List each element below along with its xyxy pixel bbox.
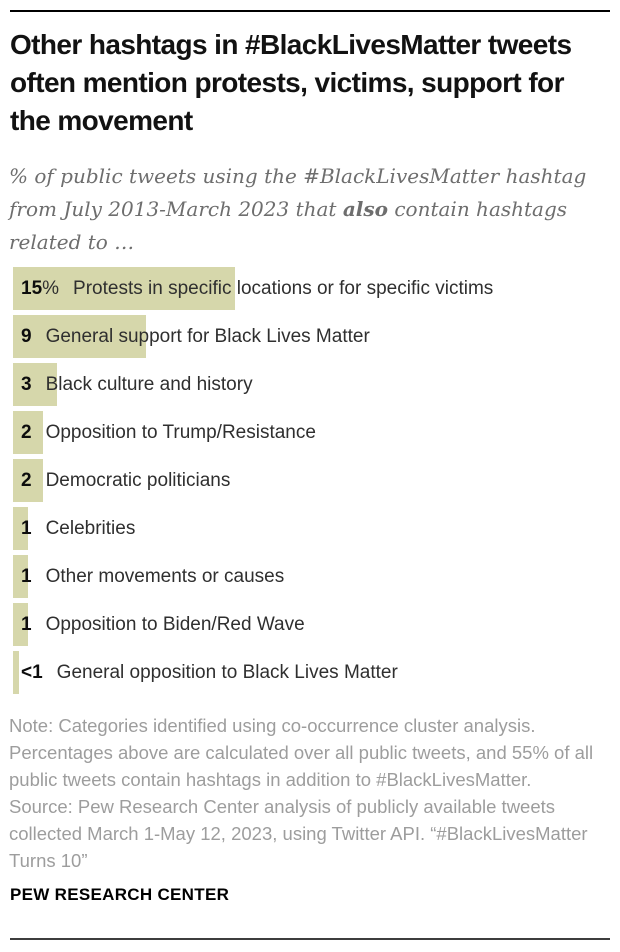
bar-category: Protests in specific locations or for sp… bbox=[73, 277, 494, 299]
bar-value-suffix: % bbox=[42, 277, 60, 299]
bar bbox=[13, 555, 28, 598]
bar-category: Black culture and history bbox=[45, 373, 253, 395]
bar-value-wrap: <1 bbox=[21, 662, 43, 684]
bar-value: 2 bbox=[21, 421, 32, 443]
bar-row: 1 Other movements or causes bbox=[13, 555, 607, 598]
bar-category: Celebrities bbox=[45, 517, 136, 539]
bar-value: <1 bbox=[21, 661, 43, 683]
top-rule bbox=[10, 10, 610, 12]
bar-row-label: <1 General opposition to Black Lives Mat… bbox=[13, 651, 607, 694]
bar-value: 9 bbox=[21, 325, 32, 347]
bar bbox=[13, 267, 235, 310]
bar-value-wrap: 1 bbox=[21, 566, 32, 588]
bar bbox=[13, 651, 19, 694]
bar-value-wrap: 1 bbox=[21, 614, 32, 636]
bar-row: 3 Black culture and history bbox=[13, 363, 607, 406]
chart-subtitle: % of public tweets using the #BlackLives… bbox=[9, 160, 587, 259]
bar-value-wrap: 9 bbox=[21, 326, 32, 348]
bar-category: General opposition to Black Lives Matter bbox=[56, 661, 398, 683]
bar-row: 9 General support for Black Lives Matter bbox=[13, 315, 607, 358]
bar-category: Democratic politicians bbox=[45, 469, 231, 491]
bar-value: 1 bbox=[21, 565, 32, 587]
bar-category: Opposition to Trump/Resistance bbox=[45, 421, 316, 443]
bar-value: 1 bbox=[21, 517, 32, 539]
subtitle-suffix: contain hashtags related to … bbox=[9, 197, 568, 254]
chart-title: Other hashtags in #BlackLivesMatter twee… bbox=[10, 29, 572, 136]
bar-value-wrap: 3 bbox=[21, 374, 32, 396]
bar-row-label: 2 Democratic politicians bbox=[13, 459, 607, 502]
bar-category: Opposition to Biden/Red Wave bbox=[45, 613, 305, 635]
bar-row-label: 15% Protests in specific locations or fo… bbox=[13, 267, 607, 310]
bar-row: <1 General opposition to Black Lives Mat… bbox=[13, 651, 607, 694]
bar-chart: 15% Protests in specific locations or fo… bbox=[13, 267, 607, 699]
bar-row: 1 Celebrities bbox=[13, 507, 607, 550]
bar-value-wrap: 15% bbox=[21, 278, 59, 300]
subtitle-bold-word: also bbox=[342, 197, 388, 221]
bar-row-label: 1 Opposition to Biden/Red Wave bbox=[13, 603, 607, 646]
subtitle-prefix: % of public tweets using the #BlackLives… bbox=[9, 164, 587, 221]
bar-value: 2 bbox=[21, 469, 32, 491]
bar-row-label: 1 Celebrities bbox=[13, 507, 607, 550]
bar-row: 2 Democratic politicians bbox=[13, 459, 607, 502]
bar-value: 15 bbox=[21, 277, 43, 299]
bar bbox=[13, 459, 43, 502]
bar-value: 1 bbox=[21, 613, 32, 635]
bar-row-label: 9 General support for Black Lives Matter bbox=[13, 315, 607, 358]
bottom-rule bbox=[10, 938, 610, 940]
bar-row-label: 3 Black culture and history bbox=[13, 363, 607, 406]
bar-category: Other movements or causes bbox=[45, 565, 285, 587]
bar-value-wrap: 2 bbox=[21, 422, 32, 444]
bar-row: 15% Protests in specific locations or fo… bbox=[13, 267, 607, 310]
bar bbox=[13, 315, 146, 358]
bar-value: 3 bbox=[21, 373, 32, 395]
bar bbox=[13, 507, 28, 550]
bar-row: 2 Opposition to Trump/Resistance bbox=[13, 411, 607, 454]
bar-row: 1 Opposition to Biden/Red Wave bbox=[13, 603, 607, 646]
source-text: Source: Pew Research Center analysis of … bbox=[9, 796, 588, 871]
bar-row-label: 2 Opposition to Trump/Resistance bbox=[13, 411, 607, 454]
bar-value-wrap: 1 bbox=[21, 518, 32, 540]
bar bbox=[13, 411, 43, 454]
bar bbox=[13, 363, 57, 406]
bar-row-label: 1 Other movements or causes bbox=[13, 555, 607, 598]
bar-value-wrap: 2 bbox=[21, 470, 32, 492]
bar bbox=[13, 603, 28, 646]
note-text: Note: Categories identified using co-occ… bbox=[9, 715, 594, 790]
bar-category: General support for Black Lives Matter bbox=[45, 325, 370, 347]
pew-research-center-wordmark: PEW RESEARCH CENTER bbox=[10, 885, 230, 904]
